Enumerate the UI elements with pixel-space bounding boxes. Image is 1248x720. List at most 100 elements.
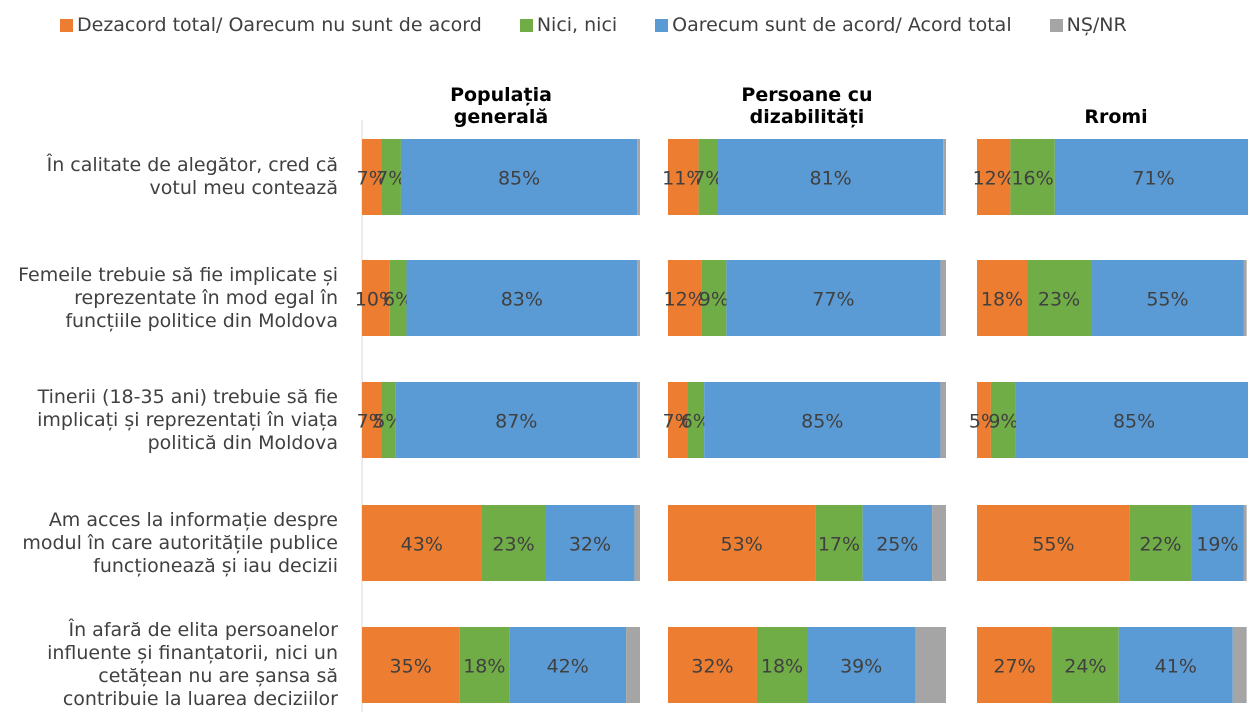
bar-segment (977, 139, 1011, 215)
bar-segment (977, 260, 1028, 336)
bar-segment (718, 139, 944, 215)
data-label: 27% (993, 656, 1035, 678)
bar-segment (668, 382, 688, 458)
bar-segment (704, 382, 941, 458)
data-label: 25% (876, 534, 918, 556)
data-label: 43% (401, 534, 443, 556)
data-label: 11% (662, 168, 704, 190)
legend: Dezacord total/ Oarecum nu sunt de acord… (60, 14, 1127, 36)
data-label: 19% (1196, 534, 1238, 556)
bar-segment (362, 382, 382, 458)
bar-segment (668, 260, 702, 336)
bar-segment (1243, 505, 1247, 581)
bar-segment (1027, 260, 1091, 336)
panel-title: Rromi (1084, 106, 1148, 128)
legend-swatch (1049, 18, 1063, 32)
data-label: 39% (840, 656, 882, 678)
bar-segment (990, 382, 1016, 458)
data-label: 18% (761, 656, 803, 678)
data-label: 18% (463, 656, 505, 678)
bar-segment (637, 382, 640, 458)
data-label: 9% (699, 289, 729, 311)
bar-segment (362, 260, 390, 336)
bar-segment (915, 627, 946, 703)
bar-segment (668, 505, 816, 581)
bar-segment (406, 260, 638, 336)
data-label: 6% (383, 289, 413, 311)
data-label: 42% (547, 656, 589, 678)
data-label: 85% (498, 168, 540, 190)
bar-segment (1243, 260, 1247, 336)
data-label: 32% (691, 656, 733, 678)
data-label: 41% (1155, 656, 1197, 678)
data-label: 7% (376, 168, 406, 190)
legend-label: Nici, nici (536, 14, 618, 36)
bar-segment (1052, 627, 1119, 703)
bar-segment (459, 627, 510, 703)
data-label: 12% (664, 289, 706, 311)
data-label: 17% (818, 534, 860, 556)
bar-segment (400, 139, 638, 215)
bar-segment (509, 627, 627, 703)
legend-swatch (519, 18, 533, 32)
bar-segment (1090, 260, 1244, 336)
legend-label: Dezacord total/ Oarecum nu sunt de acord (77, 14, 482, 36)
panel-title: Persoane cu dizabilități (741, 84, 873, 128)
bar-segment (1015, 382, 1248, 458)
data-label: 7% (693, 168, 723, 190)
data-label: 10% (355, 289, 397, 311)
data-label: 77% (812, 289, 854, 311)
bar-segment (1129, 505, 1192, 581)
bar-segment (726, 260, 941, 336)
data-label: 23% (1038, 289, 1080, 311)
bar-segment (1191, 505, 1244, 581)
bar-segment (862, 505, 933, 581)
bar-segment (637, 139, 640, 215)
data-label: 7% (357, 168, 387, 190)
legend-swatch (655, 18, 669, 32)
bar-segment (362, 505, 482, 581)
bar-segment (1010, 139, 1055, 215)
data-label: 24% (1064, 656, 1106, 678)
legend-item: Dezacord total/ Oarecum nu sunt de acord (60, 14, 482, 36)
category-label: Femeile trebuie să fie implicate și repr… (18, 263, 338, 332)
bar-segment (807, 627, 916, 703)
data-label: 71% (1132, 168, 1174, 190)
data-label: 81% (810, 168, 852, 190)
data-label: 7% (357, 411, 387, 433)
data-label: 7% (663, 411, 693, 433)
bar-segment (698, 139, 719, 215)
data-label: 22% (1139, 534, 1181, 556)
bar-segment (815, 505, 863, 581)
data-label: 12% (973, 168, 1015, 190)
data-label: 55% (1146, 289, 1188, 311)
category-label: În calitate de alegător, cred că votul m… (46, 154, 338, 199)
data-label: 9% (988, 411, 1018, 433)
bar-segment (381, 139, 401, 215)
category-label: Am acces la informație despre modul în c… (22, 508, 338, 577)
bar-segment (701, 260, 727, 336)
bar-segment (637, 260, 640, 336)
bar-segment (362, 627, 460, 703)
legend-item: NȘ/NR (1049, 14, 1127, 36)
data-label: 55% (1032, 534, 1074, 556)
panel-title: Populația generală (450, 84, 552, 128)
bar-segment (634, 505, 640, 581)
bar-segment (1118, 627, 1233, 703)
data-label: 87% (495, 411, 537, 433)
legend-label: Oarecum sunt de acord/ Acord total (672, 14, 1012, 36)
bar-segment (668, 139, 699, 215)
bar-segment (362, 139, 382, 215)
bar-segment (943, 139, 946, 215)
data-label: 85% (1113, 411, 1155, 433)
data-label: 85% (801, 411, 843, 433)
bar-segment (977, 627, 1053, 703)
category-label: În afară de elita persoanelor influente … (47, 619, 338, 710)
bar-segment (668, 627, 757, 703)
bar-segment (381, 382, 396, 458)
data-label: 83% (501, 289, 543, 311)
data-label: 16% (1011, 168, 1053, 190)
bar-segment (977, 505, 1130, 581)
